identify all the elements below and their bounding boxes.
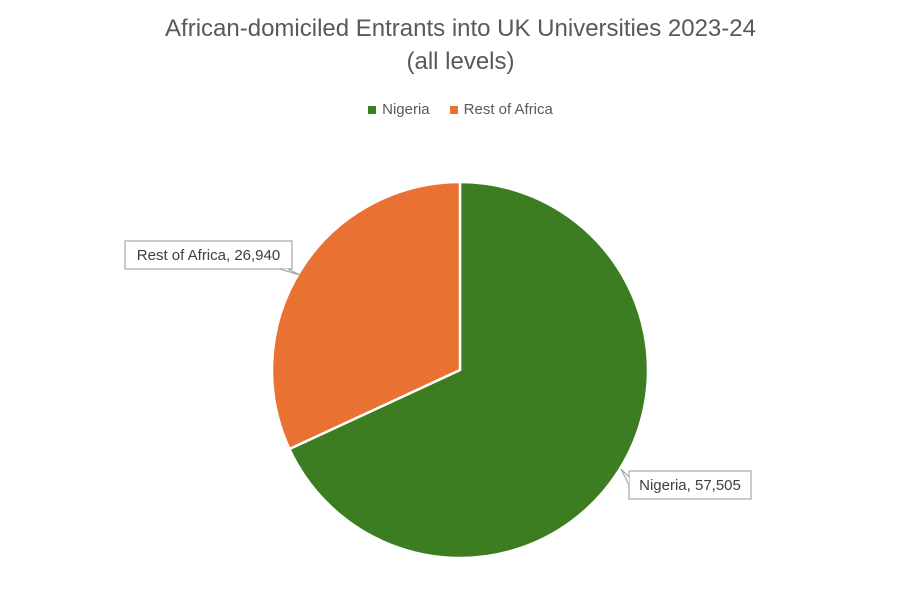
legend-entry-rest-of-africa: Rest of Africa [449, 101, 553, 118]
data-label-pointer-rest-of-africa [279, 268, 301, 276]
data-label-text-rest-of-africa: Rest of Africa, 26,940 [137, 247, 280, 264]
legend: Nigeria Rest of Africa [0, 101, 921, 118]
legend-swatch-rest-of-africa [449, 105, 458, 114]
pie-slice-nigeria [288, 180, 650, 560]
data-label-pointer-nigeria [620, 468, 630, 486]
data-label-text-nigeria: Nigeria, 57,505 [639, 477, 741, 494]
data-label-nigeria: Nigeria, 57,505 [620, 468, 752, 500]
data-label-box-rest-of-africa [124, 240, 293, 270]
chart-title-line-2: (all levels) [406, 48, 515, 75]
legend-label-nigeria: Nigeria [382, 101, 430, 118]
legend-label-rest-of-africa: Rest of Africa [463, 101, 553, 118]
data-label-rest-of-africa: Rest of Africa, 26,940 [124, 240, 301, 276]
legend-swatch-nigeria [368, 105, 377, 114]
chart-title: African-domiciled Entrants into UK Unive… [0, 12, 921, 78]
chart-title-line-1: African-domiciled Entrants into UK Unive… [165, 15, 756, 42]
legend-entry-nigeria: Nigeria [368, 101, 430, 118]
pie-slice-rest-of-africa [270, 180, 462, 451]
